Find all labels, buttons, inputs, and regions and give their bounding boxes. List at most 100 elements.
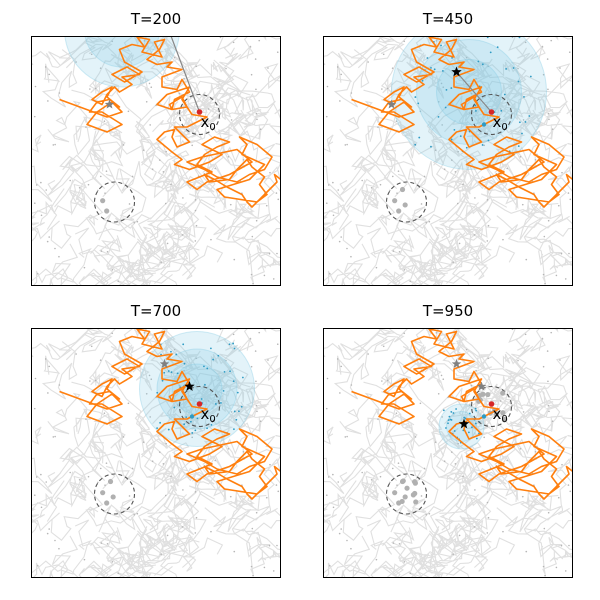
speckle-4-114 [522,411,525,413]
belief-sample-2-8 [459,135,462,138]
background-path-2-46 [402,37,459,84]
speckle-2-90 [486,209,489,212]
speckle-3-107 [148,374,151,377]
belief-sample-4-17 [447,422,449,425]
background-path-3-20 [101,527,154,577]
background-path-2-69 [346,178,428,235]
speckle-4-25 [544,574,546,577]
speckle-4-21 [524,333,527,336]
x0-label-sub-3: 0 [209,414,215,425]
speckle-1-82 [165,150,167,153]
background-path-4-59 [505,489,559,575]
speckle-2-74 [547,112,550,115]
belief-sample-2-17 [421,79,424,82]
speckle-2-108 [541,46,544,48]
speckle-3-81 [276,544,278,547]
target-point-2 [488,109,495,115]
speckle-1-111 [35,184,38,186]
belief-sample-3-35 [156,427,158,429]
speckle-3-21 [232,333,235,336]
speckle-2-106 [379,183,382,186]
background-path-3-49 [180,467,260,511]
speckle-3-37 [219,329,222,331]
speckle-3-12 [69,471,71,474]
background-path-2-11 [324,247,384,285]
speckle-1-84 [48,73,51,76]
belief-sample-3-17 [161,379,164,382]
speckle-3-16 [256,410,258,413]
background-path-4-51 [455,453,523,533]
speckle-4-39 [468,404,471,406]
speckle-4-5 [370,478,373,481]
speckle-4-65 [499,400,502,402]
speckle-2-91 [398,251,401,253]
speckle-3-13 [58,547,60,550]
speckle-1-17 [233,258,236,261]
background-path-3-62 [73,408,126,482]
belief-sample-2-11 [474,104,477,107]
belief-sample-3-46 [191,432,194,434]
belief-sample-3-53 [220,402,222,404]
speckle-1-32 [275,192,278,194]
background-path-1-0 [32,37,104,68]
belief-sample-3-24 [175,353,178,356]
background-path-3-9 [115,482,176,553]
background-path-4-55 [324,496,364,518]
speckle-2-34 [569,198,572,201]
speckle-3-7 [99,467,102,470]
speckle-3-31 [183,369,185,372]
speckle-1-19 [75,61,77,63]
background-path-1-58 [231,202,280,266]
speckle-2-59 [465,56,468,59]
belief-sample-2-35 [414,143,417,146]
background-path-4-1 [428,530,489,577]
background-path-4-5 [324,480,357,534]
background-path-2-31 [324,214,391,249]
speckle-2-100 [435,40,438,42]
background-path-3-56 [235,385,280,427]
speckle-4-17 [525,550,528,553]
speckle-3-42 [54,435,56,438]
speckle-3-90 [194,501,197,504]
speckle-1-58 [142,149,145,151]
speckle-3-30 [99,359,102,361]
speckle-1-106 [87,183,90,186]
speckle-1-90 [194,209,197,212]
speckle-4-58 [434,441,437,443]
speckle-3-87 [46,532,49,535]
speckle-3-3 [181,526,184,528]
background-path-3-32 [65,335,119,395]
estimate-star-2 [451,66,462,77]
speckle-4-106 [379,475,382,478]
background-path-1-51 [163,161,231,241]
speckle-3-91 [106,543,109,545]
speckle-3-84 [48,365,51,368]
speckle-4-92 [332,506,335,509]
background-path-3-67 [173,485,229,530]
background-path-1-54 [115,160,179,199]
speckle-1-0 [263,274,266,277]
background-path-3-69 [54,470,136,527]
speckle-4-53 [458,534,461,537]
speckle-1-118 [149,124,151,126]
speckle-1-52 [242,158,245,161]
speckle-3-25 [252,574,254,577]
speckle-4-62 [443,460,446,463]
speckle-2-89 [397,170,400,172]
speckle-1-33 [164,202,167,205]
speckle-2-23 [386,87,389,90]
speckle-4-42 [346,435,348,438]
background-path-3-50 [232,435,280,532]
prior-star-2 [386,99,397,109]
speckle-2-99 [377,126,379,128]
background-path-4-9 [407,482,468,553]
speckle-4-89 [397,462,400,464]
background-path-4-35 [462,360,505,433]
speckle-1-64 [229,203,232,206]
speckle-1-119 [117,280,120,282]
belief-sample-2-43 [475,110,477,112]
speckle-4-45 [474,489,476,491]
speckle-3-57 [265,496,268,499]
speckle-4-54 [428,512,431,515]
speckle-2-107 [440,82,443,85]
